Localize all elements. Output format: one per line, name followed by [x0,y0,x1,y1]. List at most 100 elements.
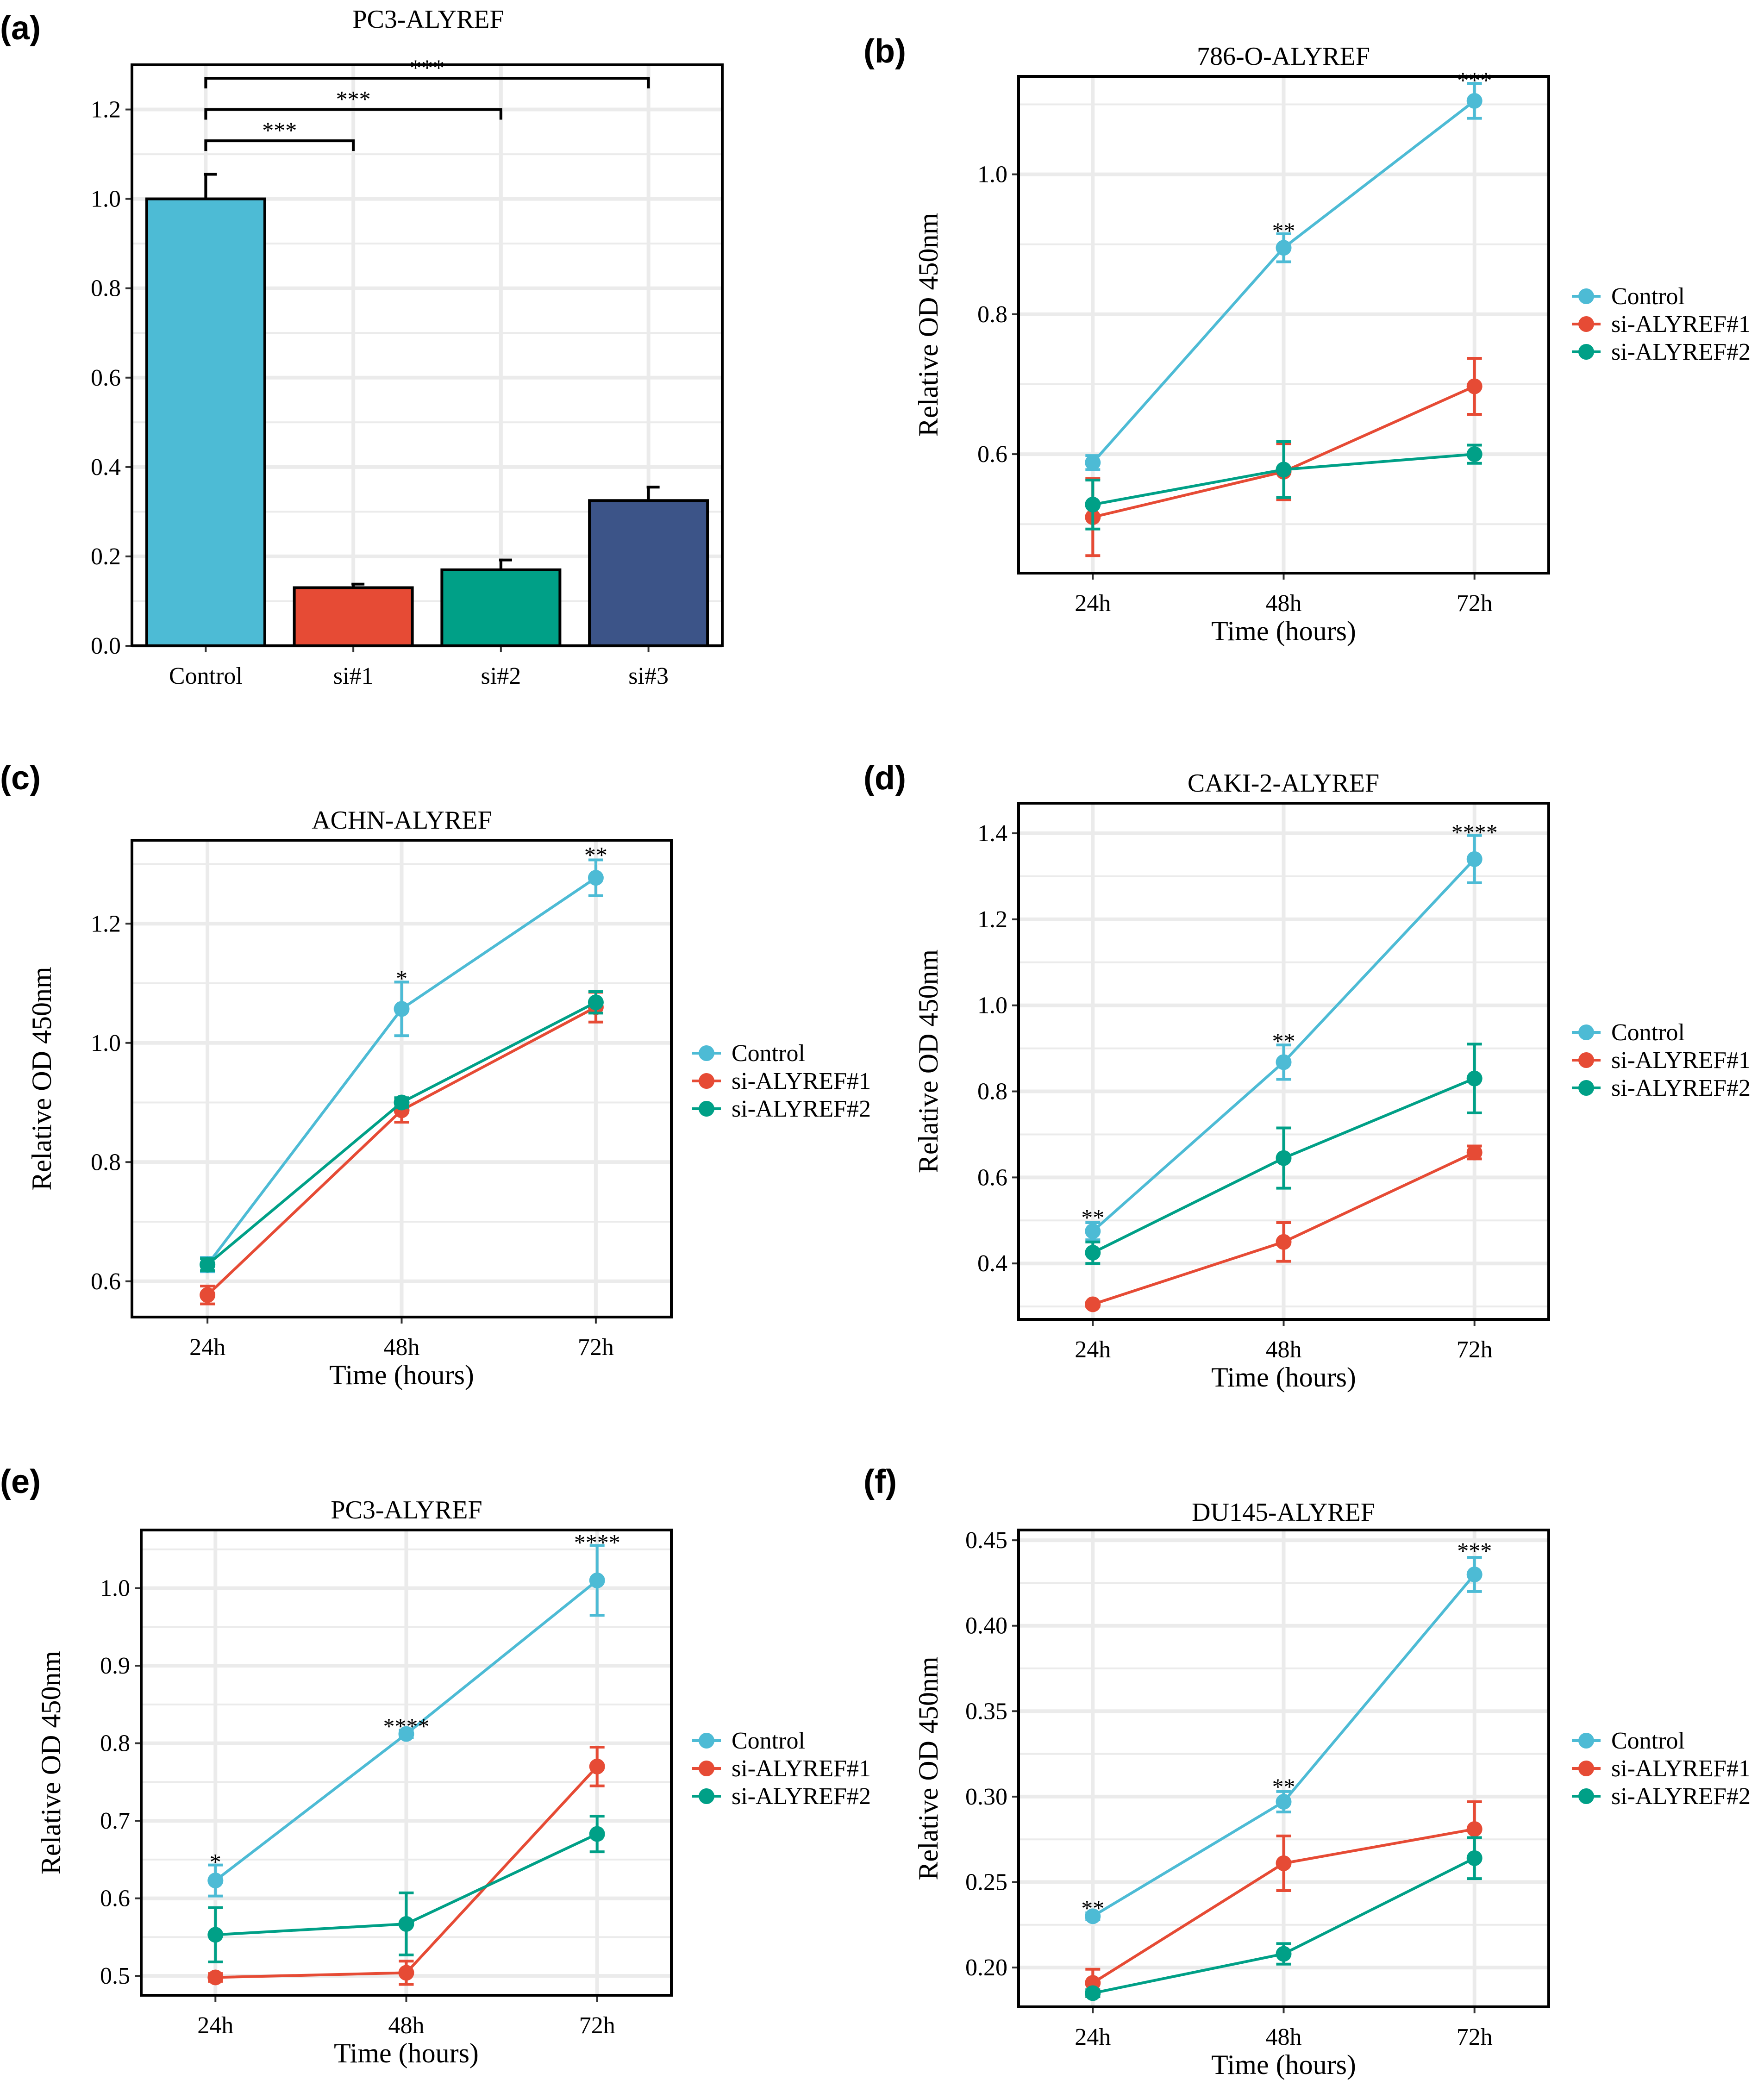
data-point [1276,1855,1292,1871]
y-axis-label: Relative OD 450nm [26,967,57,1190]
data-point [1085,496,1101,512]
data-point [1085,1296,1101,1312]
data-point [588,994,604,1011]
data-point [1466,93,1483,109]
legend-marker [699,1101,714,1117]
legend-label: si-ALYREF#2 [732,1783,871,1810]
panel-letter: (c) [0,760,41,797]
y-tick-label: 0.8 [91,275,121,302]
x-tick-label: 48h [384,1334,420,1361]
chart-title: ACHN-ALYREF [312,806,492,835]
data-point [1466,1566,1483,1582]
panel-letter: (a) [0,10,41,47]
y-tick-label: 0.8 [100,1730,130,1757]
legend-label: si-ALYREF#2 [1611,339,1751,365]
plot-border [1017,802,1550,1321]
plot-border [1017,75,1550,575]
y-tick-label: 1.2 [91,97,121,123]
legend-label: si-ALYREF#2 [1611,1075,1751,1101]
y-tick-label: 1.0 [91,186,121,212]
y-tick-label: 0.8 [977,301,1007,328]
x-tick-label: 24h [197,2012,233,2039]
bar [145,197,266,648]
significance-label: *** [336,86,371,112]
significance-label: **** [1451,819,1498,845]
y-axis-label: Relative OD 450nm [913,213,944,437]
significance-label: *** [262,117,297,143]
data-point [1276,1946,1292,1962]
chart-title: CAKI-2-ALYREF [1188,769,1379,798]
legend-label: si-ALYREF#1 [1611,311,1751,337]
data-point [588,870,604,886]
y-tick-label: 0.6 [977,441,1007,468]
plot-border [1017,1529,1550,2008]
x-tick-label: 24h [1075,1337,1111,1363]
data-point [1276,1054,1292,1070]
y-tick-label: 0.8 [91,1149,121,1175]
significance-label: ** [1272,218,1295,244]
x-axis-label: Time (hours) [1211,1362,1356,1393]
chart-title: PC3-ALYREF [352,5,504,34]
significance-bracket [204,76,650,88]
x-tick-label: 72h [1457,2024,1493,2050]
data-point [398,1726,414,1742]
significance-label: *** [1457,1538,1492,1564]
significance-label: **** [383,1713,430,1739]
significance-label: ** [584,842,607,868]
data-point [1466,1850,1483,1866]
data-point [1085,1908,1101,1924]
chart-title: 786-O-ALYREF [1197,42,1370,71]
data-point [1085,1223,1101,1239]
y-tick-label: 0.2 [91,543,121,570]
x-axis-label: Time (hours) [334,2038,479,2068]
x-tick-label: si#2 [481,663,521,689]
significance-label: ** [1081,1204,1104,1230]
significance-label: ** [1272,1774,1295,1799]
y-axis-label: Relative OD 450nm [913,949,944,1173]
y-tick-label: 0.9 [100,1653,130,1679]
legend-label: si-ALYREF#2 [1611,1783,1751,1810]
x-tick-label: 72h [1457,590,1493,617]
y-tick-label: 0.6 [91,365,121,391]
y-tick-label: 0.25 [965,1869,1007,1896]
x-tick-label: 72h [578,1334,614,1361]
legend-marker [1578,288,1594,304]
legend-label: Control [1611,1019,1685,1046]
legend-marker [1578,1788,1594,1804]
y-tick-label: 0.8 [977,1079,1007,1105]
significance-label: ** [1081,1895,1104,1921]
significance-label: ** [1272,1028,1295,1054]
y-tick-label: 0.4 [91,454,121,481]
plot-border [131,839,673,1318]
y-tick-label: 0.30 [965,1784,1007,1810]
y-tick-label: 0.7 [100,1808,130,1834]
legend-label: si-ALYREF#1 [1611,1755,1751,1782]
x-tick-label: si#1 [333,663,374,689]
legend-marker [1578,1024,1594,1040]
legend-marker [1578,1052,1594,1068]
x-axis-label: Time (hours) [1211,616,1356,646]
legend-label: si-ALYREF#1 [1611,1047,1751,1074]
legend-label: Control [1611,1728,1685,1754]
plot-border [140,1529,673,1997]
y-tick-label: 1.2 [977,906,1007,933]
x-axis-label: Time (hours) [1211,2049,1356,2080]
y-tick-label: 1.4 [977,820,1007,847]
significance-label: * [396,965,407,991]
legend-marker [699,1045,714,1061]
panel-a: 0.0 0.2 0.4 0.6 0.8 1.0 1.2 Control si#1 si#2 si#3… [0,5,724,689]
data-point [1466,378,1483,394]
x-tick-label: 48h [1266,1337,1302,1363]
y-tick-label: 0.20 [965,1955,1007,1981]
y-tick-label: 0.6 [100,1886,130,1912]
x-tick-label: 48h [388,2012,425,2039]
x-tick-label: 48h [1266,2024,1302,2050]
legend-marker [1578,1080,1594,1096]
data-point [207,1873,224,1889]
data-point [207,1969,224,1986]
significance-label: **** [574,1530,620,1555]
